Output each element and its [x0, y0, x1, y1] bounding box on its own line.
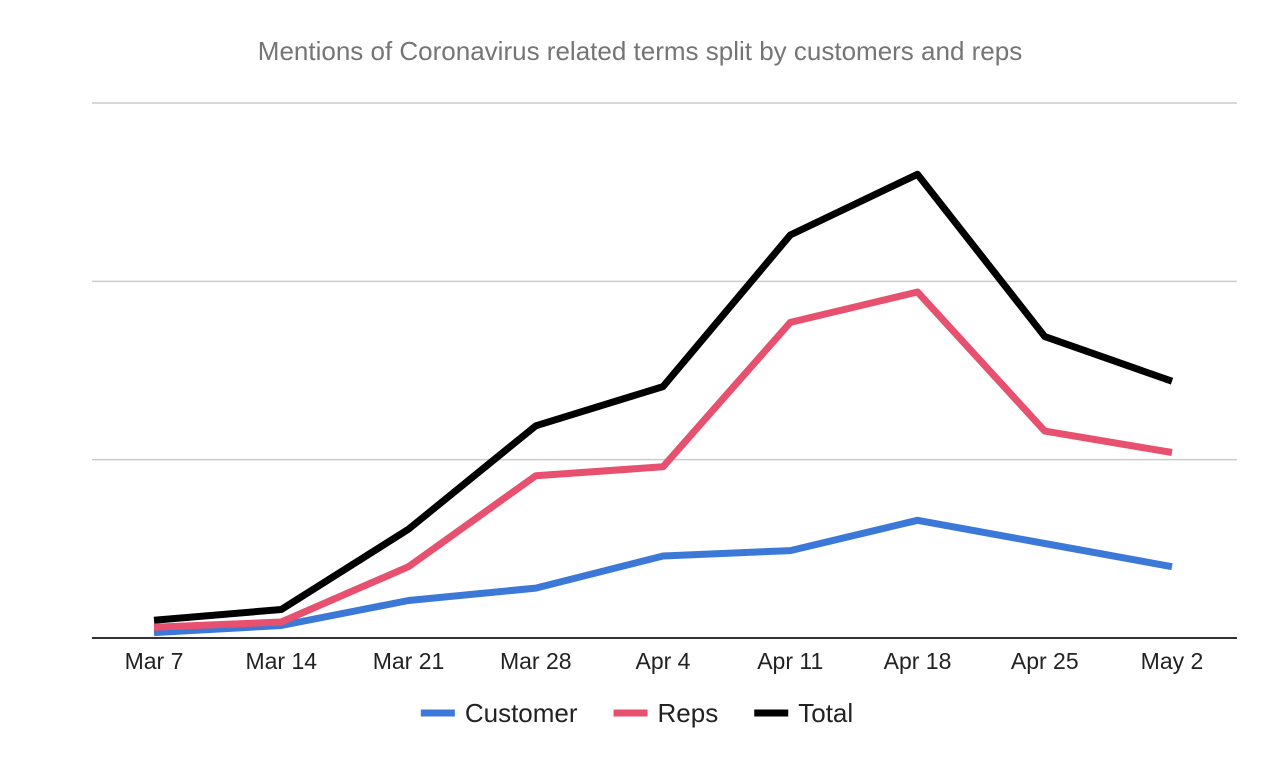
x-tick-label: Mar 21 [373, 648, 445, 674]
legend-label: Reps [658, 698, 719, 728]
series-layer [153, 170, 1174, 637]
legend-label: Total [798, 698, 853, 728]
x-tick-label: Apr 25 [1011, 648, 1079, 674]
x-tick-label: May 2 [1141, 648, 1204, 674]
x-tick-label: Apr 18 [884, 648, 952, 674]
series-line-total [153, 170, 1174, 624]
x-tick-label: Apr 4 [636, 648, 691, 674]
chart-title: Mentions of Coronavirus related terms sp… [258, 36, 1022, 66]
x-tick-label: Mar 7 [125, 648, 184, 674]
x-axis-ticks: Mar 7 Mar 14 Mar 21 Mar 28 Apr 4 Apr 11 Apr 18… [125, 648, 1204, 674]
grid-layer [92, 102, 1237, 461]
legend: Customer Reps Total [420, 698, 853, 728]
x-tick-label: Mar 28 [500, 648, 572, 674]
series-line-customer [153, 516, 1173, 637]
series-line-reps [153, 288, 1173, 631]
legend-label: Customer [465, 698, 578, 728]
x-tick-label: Mar 14 [245, 648, 317, 674]
x-tick-label: Apr 11 [757, 648, 823, 674]
